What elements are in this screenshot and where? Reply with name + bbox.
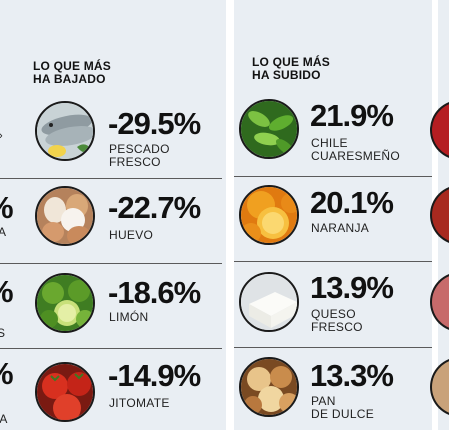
edge-food-thumbnail — [430, 272, 449, 332]
row-divider — [234, 176, 432, 177]
pct-pan-de-dulce: 13.3% — [310, 358, 394, 393]
edge-pct-fragment: % — [0, 192, 14, 224]
pct-chile-cuaresmeno: 21.9% — [310, 98, 394, 133]
row-divider — [234, 347, 432, 348]
label-jitomate: JITOMATE — [109, 396, 170, 410]
label-huevo: HUEVO — [109, 228, 154, 242]
edge-pct-fragment: % — [0, 276, 14, 308]
pct-naranja: 20.1% — [310, 185, 394, 220]
pct-huevo: -22.7% — [108, 190, 201, 225]
section-heading-increased: LO QUE MÁS HA SUBIDO — [252, 55, 331, 82]
pct-jitomate: -14.9% — [108, 358, 201, 393]
edge-name-fragment: S — [0, 326, 6, 340]
chili-icon — [239, 99, 299, 159]
label-pescado-fresco: PESCADO FRESCO — [109, 142, 170, 169]
egg-icon — [35, 186, 95, 246]
label-limon: LIMÓN — [109, 310, 149, 324]
pct-queso-fresco: 13.9% — [310, 270, 394, 305]
section-heading-decreased: LO QUE MÁS HA BAJADO — [33, 59, 112, 86]
row-divider — [0, 178, 222, 179]
edge-chevron-fragment: › — [0, 130, 3, 143]
label-naranja: NARANJA — [311, 221, 370, 235]
edge-food-thumbnail — [430, 357, 449, 417]
edge-pct-fragment: % — [0, 358, 14, 390]
edge-food-thumbnail — [430, 100, 449, 160]
orange-icon — [239, 185, 299, 245]
sweet-bread-icon — [239, 357, 299, 417]
row-divider — [0, 348, 222, 349]
label-chile-cuaresmeno: CHILE CUARESMEÑO — [311, 136, 401, 163]
pct-limon: -18.6% — [108, 275, 201, 310]
fish-icon — [35, 101, 95, 161]
cheese-icon — [239, 272, 299, 332]
edge-food-thumbnail — [430, 185, 449, 245]
edge-name-fragment: ZA — [0, 412, 8, 426]
lime-icon — [35, 273, 95, 333]
tomato-icon — [35, 362, 95, 422]
row-divider — [234, 261, 432, 262]
row-divider — [0, 263, 222, 264]
label-queso-fresco: QUESO FRESCO — [311, 307, 363, 334]
edge-name-fragment: A — [0, 225, 7, 239]
pct-pescado-fresco: -29.5% — [108, 106, 201, 141]
label-pan-de-dulce: PAN DE DULCE — [311, 394, 375, 421]
